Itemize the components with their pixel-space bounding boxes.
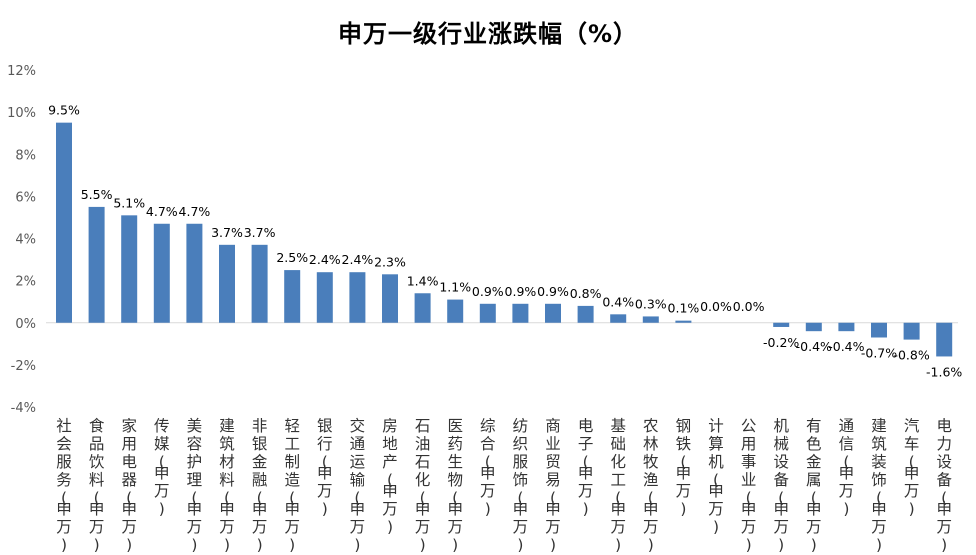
category-label: 汽车(申万) bbox=[904, 417, 920, 518]
bar bbox=[545, 303, 561, 323]
category-label: 传媒(申万) bbox=[154, 417, 170, 518]
bar bbox=[512, 303, 529, 323]
data-label: 2.3% bbox=[374, 254, 406, 269]
data-label: 0.9% bbox=[537, 284, 569, 299]
bar bbox=[447, 299, 464, 323]
bar bbox=[414, 293, 431, 323]
data-label: 2.4% bbox=[342, 252, 374, 267]
category-label: 非银金融(申万) bbox=[252, 417, 268, 554]
category-label: 电力设备(申万) bbox=[936, 417, 952, 554]
data-label: 4.7% bbox=[179, 204, 211, 219]
bar bbox=[838, 322, 855, 332]
category-label: 基础化工(申万) bbox=[610, 417, 626, 554]
data-label: 0.0% bbox=[733, 299, 765, 314]
data-label: 3.7% bbox=[211, 225, 243, 240]
bar bbox=[773, 322, 790, 327]
category-label: 综合(申万) bbox=[480, 417, 496, 518]
bar bbox=[121, 215, 138, 323]
bar bbox=[251, 244, 268, 323]
bar bbox=[642, 316, 659, 323]
category-labels: 社会服务(申万) 食品饮料(申万) 家用电器(申万) 传媒(申万) 美容护理(申万) 建筑… bbox=[56, 417, 952, 554]
bar bbox=[479, 303, 496, 323]
category-label: 农林牧渔(申万) bbox=[643, 417, 659, 554]
category-label: 房地产(申万) bbox=[382, 417, 398, 536]
y-tick-label: 0% bbox=[15, 317, 36, 332]
data-labels: 9.5%5.5%5.1%4.7% 4.7%3.7% 3.7%2.5% 2.4% 2.4%… bbox=[48, 103, 962, 380]
category-label: 建筑材料(申万) bbox=[219, 417, 235, 554]
category-label: 通信(申万) bbox=[839, 417, 855, 518]
category-label: 交通运输(申万) bbox=[350, 417, 366, 554]
data-label: 4.7% bbox=[146, 204, 178, 219]
bar bbox=[219, 244, 235, 323]
bar bbox=[316, 272, 333, 323]
data-label: 0.4% bbox=[602, 294, 634, 309]
y-tick-label: 6% bbox=[15, 190, 36, 205]
y-tick-label: 4% bbox=[15, 233, 36, 248]
data-label: 3.7% bbox=[244, 225, 276, 240]
category-label: 电子(申万) bbox=[578, 417, 594, 518]
bar bbox=[284, 270, 301, 323]
category-label: 计算机(申万) bbox=[708, 417, 724, 536]
data-label: 0.0% bbox=[700, 299, 732, 314]
bar bbox=[153, 223, 170, 323]
data-label: -0.4% bbox=[828, 339, 864, 354]
bar bbox=[577, 305, 594, 323]
category-label: 有色金属(申万) bbox=[806, 417, 822, 554]
data-label: 0.1% bbox=[668, 301, 700, 316]
bar bbox=[675, 320, 692, 323]
bar bbox=[56, 122, 72, 323]
data-label: -0.2% bbox=[763, 335, 799, 350]
bar bbox=[936, 322, 953, 357]
category-label: 商业贸易(申万) bbox=[545, 417, 561, 554]
category-label: 银行(申万) bbox=[317, 417, 333, 518]
data-label: -0.8% bbox=[893, 348, 929, 363]
category-label: 医药生物(申万) bbox=[447, 417, 463, 554]
category-label: 美容护理(申万) bbox=[187, 417, 203, 554]
y-tick-label: 12% bbox=[7, 64, 36, 79]
data-label: -1.6% bbox=[926, 364, 962, 379]
y-tick-label: -2% bbox=[11, 359, 36, 374]
bar bbox=[186, 223, 203, 323]
data-label: 0.8% bbox=[570, 286, 602, 301]
data-label: 2.4% bbox=[309, 252, 341, 267]
category-label: 纺织服饰(申万) bbox=[513, 417, 529, 554]
data-label: 1.1% bbox=[439, 280, 471, 295]
category-label: 食品饮料(申万) bbox=[89, 417, 105, 554]
data-label: 5.5% bbox=[81, 187, 113, 202]
y-tick-label: -4% bbox=[11, 401, 36, 416]
data-label: 5.1% bbox=[113, 195, 145, 210]
category-label: 钢铁(申万) bbox=[676, 417, 692, 518]
bar bbox=[805, 322, 822, 332]
category-label: 家用电器(申万) bbox=[121, 417, 137, 554]
chart-title: 申万一级行业涨跌幅（%） bbox=[337, 20, 639, 48]
bar bbox=[382, 274, 398, 323]
data-label: -0.7% bbox=[861, 345, 897, 360]
bar bbox=[903, 322, 920, 340]
bar bbox=[88, 206, 105, 323]
data-label: 0.3% bbox=[635, 296, 667, 311]
category-label: 机械设备(申万) bbox=[773, 417, 789, 554]
data-label: 2.5% bbox=[276, 250, 308, 265]
bar bbox=[349, 272, 366, 323]
y-tick-label: 2% bbox=[15, 275, 36, 290]
data-label: 0.9% bbox=[505, 284, 537, 299]
bars bbox=[56, 122, 953, 357]
data-label: -0.4% bbox=[796, 339, 832, 354]
category-label: 轻工制造(申万) bbox=[284, 417, 300, 554]
bar bbox=[610, 314, 627, 323]
bar bbox=[871, 322, 887, 338]
y-tick-label: 8% bbox=[15, 148, 36, 163]
category-label: 社会服务(申万) bbox=[56, 417, 72, 554]
data-label: 9.5% bbox=[48, 103, 80, 118]
data-label: 1.4% bbox=[407, 273, 439, 288]
category-label: 建筑装饰(申万) bbox=[871, 417, 887, 554]
y-axis-ticks: 12% 10% 8% 6% 4% 2% 0% -2% -4% bbox=[7, 64, 36, 416]
data-label: 0.9% bbox=[472, 284, 504, 299]
category-label: 公用事业(申万) bbox=[741, 417, 757, 554]
category-label: 石油石化(申万) bbox=[415, 417, 431, 554]
y-tick-label: 10% bbox=[7, 106, 36, 121]
